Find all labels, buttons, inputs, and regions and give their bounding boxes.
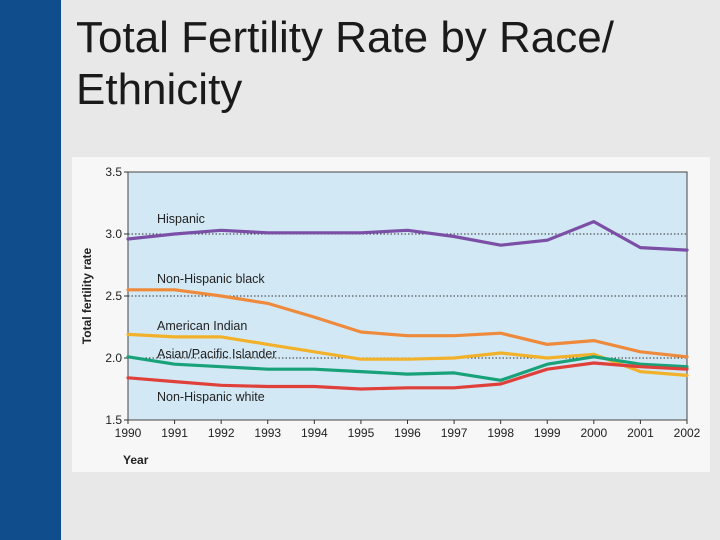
slide-title: Total Fertility Rate by Race/ Ethnicity: [76, 13, 614, 114]
series-line-american-indian: [126, 332, 689, 377]
x-tick-label: 1993: [254, 426, 281, 440]
slide-sidebar: [0, 0, 61, 540]
y-tick-label: 3.5: [105, 165, 122, 179]
x-tick-label: 2002: [674, 426, 701, 440]
series-label-asian-pacific-islander: Asian/Pacific Islander: [157, 347, 277, 361]
y-tick-label: 2.5: [105, 289, 122, 303]
x-tick-label: 1994: [301, 426, 328, 440]
x-tick-label: 1999: [534, 426, 561, 440]
series-line-asian-pacific-islander: [126, 355, 689, 382]
x-tick-label: 1996: [394, 426, 421, 440]
series-label-non-hispanic-black: Non-Hispanic black: [157, 272, 265, 286]
x-tick-label: 1997: [441, 426, 468, 440]
series-label-american-indian: American Indian: [157, 319, 247, 333]
series-label-hispanic: Hispanic: [157, 212, 205, 226]
x-tick-label: 1991: [161, 426, 188, 440]
x-tick-label: 1992: [208, 426, 235, 440]
x-tick-label: 2001: [627, 426, 654, 440]
x-axis-title: Year: [123, 453, 149, 467]
y-tick-label: 2.0: [105, 351, 122, 365]
y-tick-label: 3.0: [105, 227, 122, 241]
fertility-line-chart: 1.5 2.0 2.5 3.0 3.5 1990 1991 1992 1993 1994 1995 1…: [80, 165, 701, 467]
series-line-hispanic: [126, 219, 689, 252]
y-tick-label: 1.5: [105, 413, 122, 427]
x-tick-label: 1990: [115, 426, 142, 440]
series-line-non-hispanic-black: [126, 288, 689, 359]
chart-panel: 1.5 2.0 2.5 3.0 3.5 1990 1991 1992 1993 1994 1995 1…: [72, 157, 710, 472]
y-axis-title: Total fertility rate: [80, 247, 94, 344]
x-tick-label: 1998: [487, 426, 514, 440]
series-label-non-hispanic-white: Non-Hispanic white: [157, 390, 265, 404]
series-line-non-hispanic-white: [126, 361, 689, 391]
x-tick-label: 1995: [348, 426, 375, 440]
x-tick-label: 2000: [580, 426, 607, 440]
